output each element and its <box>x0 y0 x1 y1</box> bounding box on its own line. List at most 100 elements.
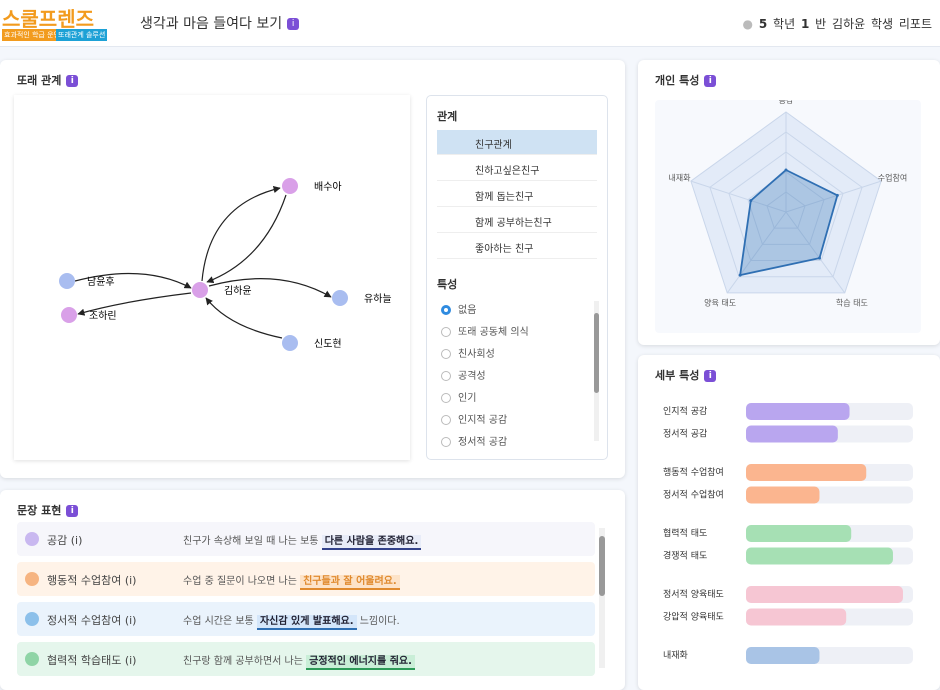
page-title: 생각과 마음 들여다 보기 i <box>140 13 300 33</box>
bar-label: 행동적 수업참여 <box>663 466 724 478</box>
radio <box>441 371 451 381</box>
legend-item[interactable]: 함께 돕는친구 <box>437 182 597 207</box>
trait-option[interactable]: 친사회성 <box>441 345 495 360</box>
sentence: 친구가 속상해 보일 때 나는 보통 다른 사람을 존중해요. <box>183 532 422 550</box>
radar-area <box>739 168 839 277</box>
info-icon[interactable]: i <box>287 18 300 30</box>
title: 세부 특성 <box>655 369 700 382</box>
edge <box>206 194 287 284</box>
bar-label: 정서적 수업참여 <box>663 489 724 501</box>
radar-ring <box>709 131 863 278</box>
card-title: 세부 특성 i <box>655 367 717 383</box>
logo-tag: 또래관계 솔루션 <box>56 29 108 41</box>
trait-option[interactable]: 인지적 공감 <box>441 411 507 426</box>
row-label: 협력적 학습태도 (i) <box>47 654 137 667</box>
logo: 스쿨프렌즈 <box>2 7 94 31</box>
sentence-tail: 느낌이다. <box>359 616 400 627</box>
sentence-text: 친구가 속상해 보일 때 나는 보통 <box>183 536 319 547</box>
bar-label: 강압적 양육태도 <box>663 611 724 623</box>
section-title: 특성 <box>437 278 458 291</box>
legend-panel: 관계 특성 친구관계 친하고싶은친구 함께 돕는친구 함께 공부하는친구 좋아하는 친구… <box>426 95 608 460</box>
node-label: 남윤후 <box>87 276 115 288</box>
radar-ring <box>747 171 825 245</box>
legend-label: 좋아하는 친구 <box>475 244 534 255</box>
card-title: 또래 관계 i <box>17 72 79 88</box>
radio <box>441 327 451 337</box>
bar-label: 인지적 공감 <box>663 405 707 417</box>
node[interactable] <box>282 178 298 194</box>
title: 생각과 마음 들여다 보기 <box>140 16 283 32</box>
header: 스쿨프렌즈 효과적인 학급 운영 또래관계 솔루션 생각과 마음 들여다 보기 i… <box>0 0 940 47</box>
trait-option[interactable]: 정서적 공감 <box>441 433 507 448</box>
peer-card: 또래 관계 i 배수아 남윤후 조하린 김하윤 유하늘 신도현 관계 특성 친구관계 친하고싶… <box>0 60 625 478</box>
radio <box>441 349 451 359</box>
edge <box>74 272 192 289</box>
trait-label: 인기 <box>458 393 477 404</box>
trait-option[interactable]: 공격성 <box>441 367 486 382</box>
scrollbar[interactable] <box>594 301 599 441</box>
row-label: 공감 (i) <box>47 534 83 547</box>
radio <box>441 393 451 403</box>
title: 문장 표현 <box>17 504 62 517</box>
row-icon <box>25 532 39 546</box>
row-icon <box>25 572 39 586</box>
highlight: 친구들과 잘 어울려요. <box>300 575 400 590</box>
node-label: 유하늘 <box>364 292 392 305</box>
grade-unit: 학년 <box>773 17 796 31</box>
info-icon[interactable]: i <box>66 505 79 517</box>
trait-option[interactable]: 없음 <box>441 301 476 316</box>
radar-ring <box>728 151 844 262</box>
legend-label: 친구관계 <box>475 140 512 151</box>
info-icon[interactable]: i <box>704 75 717 87</box>
row-icon <box>25 652 39 666</box>
legend-item[interactable]: 좋아하는 친구 <box>437 234 597 259</box>
sentence-text: 수업 시간은 보통 <box>183 616 254 627</box>
bar <box>746 547 893 565</box>
bar <box>746 425 838 443</box>
edge <box>77 292 192 316</box>
legend-item[interactable]: 함께 공부하는친구 <box>437 208 597 233</box>
sentence-row: 공감 (i) 친구가 속상해 보일 때 나는 보통 다른 사람을 존중해요. <box>17 522 595 556</box>
row-label: 정서적 수업참여 (i) <box>47 614 137 627</box>
trait-option[interactable]: 인기 <box>441 389 476 404</box>
axis-label: 공감 <box>779 100 794 105</box>
info-icon[interactable]: i <box>704 370 717 382</box>
legend-label: 함께 공부하는친구 <box>475 218 552 229</box>
sentence-text: 수업 중 질문이 나오면 나는 <box>183 576 297 587</box>
bar <box>746 403 850 420</box>
node[interactable] <box>192 282 208 298</box>
info-icon[interactable]: i <box>66 75 79 87</box>
node[interactable] <box>61 307 77 323</box>
legend-item[interactable]: 친하고싶은친구 <box>437 156 597 181</box>
personal-card: 개인 특성 i 공감 수업참여 학습 태도 양육 태도 내재화 <box>638 60 940 345</box>
icon: ● <box>742 17 754 31</box>
trait-option[interactable]: 또래 공동체 의식 <box>441 323 529 338</box>
node[interactable] <box>332 290 348 306</box>
radio <box>441 305 451 315</box>
bar <box>746 586 903 603</box>
highlight: 자신감 있게 발표해요. <box>256 615 357 630</box>
legend-item[interactable]: 친구관계 <box>437 130 597 155</box>
node-label: 신도현 <box>314 338 342 350</box>
row-icon <box>25 612 39 626</box>
radar-spoke <box>726 211 787 294</box>
legend-label: 친하고싶은친구 <box>475 166 540 177</box>
node-label: 배수아 <box>314 181 342 193</box>
scrollbar[interactable] <box>599 528 605 668</box>
report-title: ● 5 학년 1 반 김하윤 학생 리포트 <box>743 15 932 32</box>
bar-label: 내재화 <box>663 650 688 661</box>
class: 1 <box>800 17 810 31</box>
node[interactable] <box>59 273 75 289</box>
student-name: 김하윤 <box>832 17 866 31</box>
bar-label: 정서적 양육태도 <box>663 588 724 600</box>
edge <box>205 297 283 339</box>
sentence: 수업 시간은 보통 자신감 있게 발표해요. 느낌이다. <box>183 612 400 630</box>
class-unit: 반 <box>815 17 827 31</box>
grade: 5 <box>758 17 768 31</box>
node[interactable] <box>282 335 298 351</box>
card-title: 문장 표현 i <box>17 502 79 518</box>
row-label: 행동적 수업참여 (i) <box>47 574 137 587</box>
